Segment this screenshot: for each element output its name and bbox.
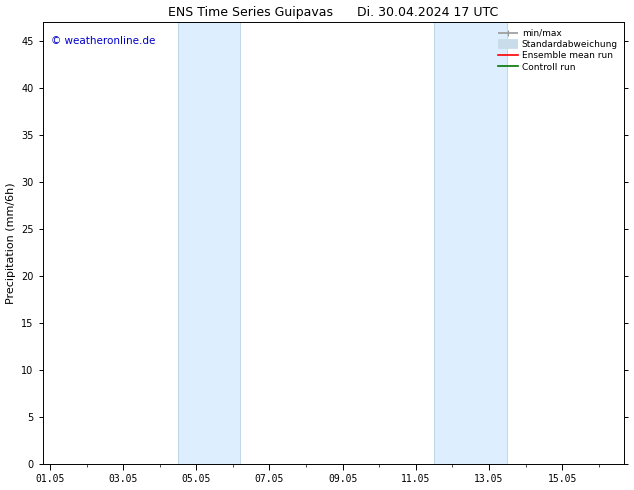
Title: ENS Time Series Guipavas      Di. 30.04.2024 17 UTC: ENS Time Series Guipavas Di. 30.04.2024 … xyxy=(169,5,498,19)
Text: © weatheronline.de: © weatheronline.de xyxy=(51,36,156,46)
Bar xyxy=(434,23,507,464)
Y-axis label: Precipitation (mm/6h): Precipitation (mm/6h) xyxy=(6,182,16,304)
Bar xyxy=(178,23,240,464)
Legend: min/max, Standardabweichung, Ensemble mean run, Controll run: min/max, Standardabweichung, Ensemble me… xyxy=(496,27,620,74)
